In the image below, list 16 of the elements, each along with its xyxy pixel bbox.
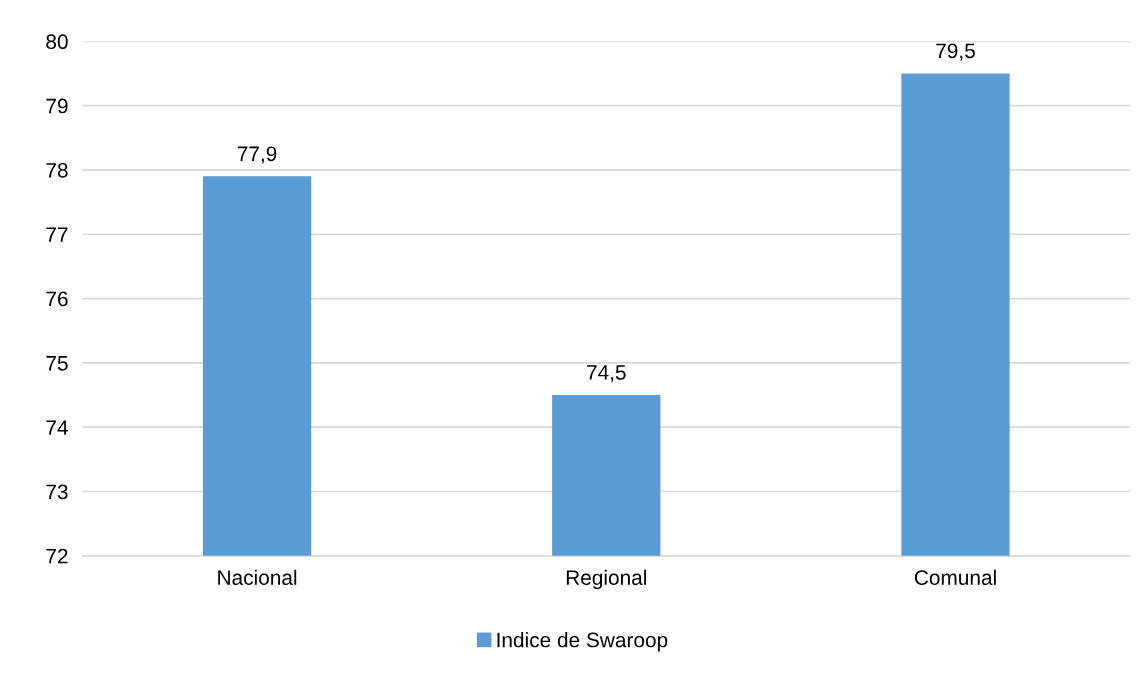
y-tick-label: 77 — [46, 227, 68, 242]
x-tick-label: Nacional — [218, 569, 297, 586]
data-label: 77,9 — [237, 146, 277, 164]
y-tick-label: 75 — [46, 356, 68, 371]
data-label: 79,5 — [936, 43, 975, 61]
data-label: 74,5 — [587, 365, 626, 383]
y-tick-label: 72 — [46, 548, 68, 564]
y-tick-label: 73 — [46, 484, 68, 500]
y-tick-label: 74 — [46, 420, 68, 435]
x-tick-label: Comunal — [914, 569, 996, 586]
y-tick-label: 79 — [46, 98, 68, 114]
y-tick-label: 80 — [46, 34, 68, 50]
y-tick-label: 76 — [46, 291, 68, 307]
y-tick-label: 78 — [46, 162, 68, 178]
legend-label: Indice de Swaroop — [497, 632, 668, 652]
x-tick-label: Regional — [566, 569, 646, 590]
